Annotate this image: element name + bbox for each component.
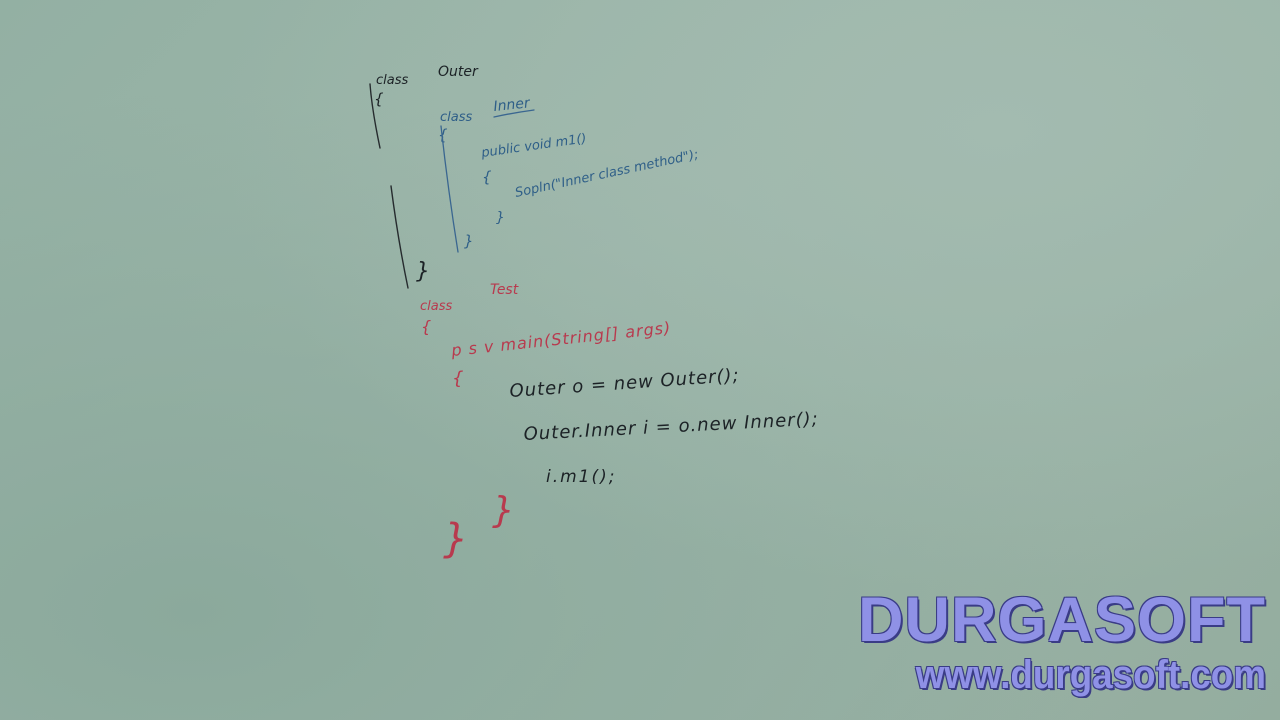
method-signature: public void m1() [479, 131, 587, 161]
inner-class-name: Inner [493, 95, 532, 115]
watermark-url: www.durgasoft.com [915, 653, 1266, 697]
outer-scope-line-top [369, 83, 381, 149]
outer-open-brace: { [374, 90, 384, 108]
watermark-brand: DURGASOFT [858, 585, 1266, 655]
outer-class-name: Outer [438, 64, 479, 80]
test-close-brace: } [443, 516, 468, 562]
inner-close-brace: } [464, 232, 474, 250]
method-body: Sopln("Inner class method"); [514, 147, 700, 201]
code-line-1: Outer o = new Outer(); [509, 365, 740, 402]
inner-name-underline [493, 109, 535, 118]
test-class-keyword: class [420, 299, 452, 314]
inner-open-brace: { [438, 126, 448, 144]
method-close-brace: } [496, 210, 505, 226]
outer-scope-line-bottom [390, 185, 409, 289]
inner-class-keyword: class [440, 110, 472, 125]
main-close-brace: } [492, 490, 515, 531]
code-line-2: Outer.Inner i = o.new Inner(); [523, 409, 819, 445]
main-open-brace: { [452, 368, 463, 389]
inner-scope-line [440, 125, 459, 253]
method-open-brace: { [482, 168, 492, 186]
main-signature: p s v main(String[] args) [449, 318, 672, 360]
outer-class-keyword: class [376, 73, 408, 88]
test-open-brace: { [421, 317, 431, 336]
code-line-3: i.m1(); [546, 467, 617, 487]
watermark: DURGASOFT www.durgasoft.com [826, 588, 1266, 698]
test-class-name: Test [490, 282, 519, 298]
outer-close-brace: } [416, 259, 430, 284]
